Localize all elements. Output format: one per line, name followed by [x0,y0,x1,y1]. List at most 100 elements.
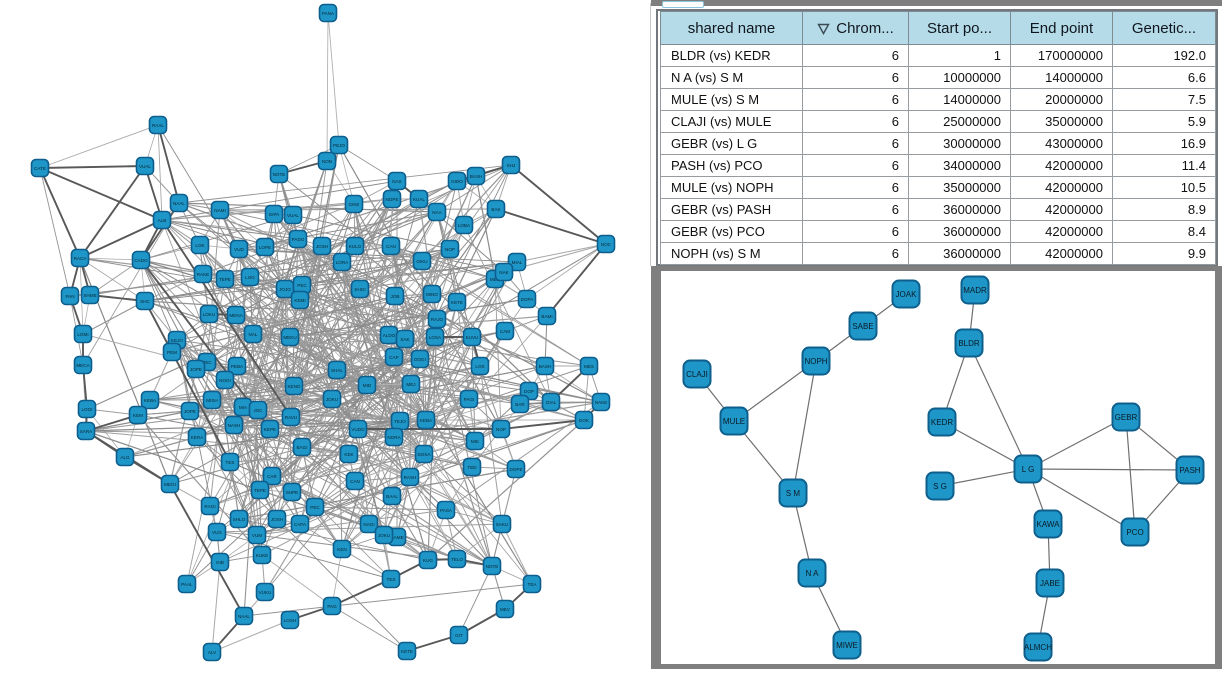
svg-text:BAGI: BAGI [297,445,308,450]
svg-text:GIB: GIB [216,560,224,565]
svg-text:GIKE: GIKE [349,202,360,207]
svg-text:KEPE: KEPE [264,427,276,432]
svg-text:JOB: JOB [391,294,400,299]
svg-text:PEC: PEC [297,283,307,288]
svg-text:PCO: PCO [1126,528,1143,537]
svg-text:ALB: ALB [158,218,167,223]
svg-text:PEJO: PEJO [333,143,345,148]
svg-text:PEC: PEC [202,360,212,365]
svg-text:RAAL: RAAL [152,123,164,128]
svg-text:KENO: KENO [287,384,300,389]
svg-text:N A: N A [806,569,820,578]
svg-text:NOP: NOP [496,427,506,432]
svg-text:S M: S M [786,489,801,498]
svg-text:SHME: SHME [83,293,96,298]
svg-text:PASH: PASH [1179,466,1200,475]
svg-text:GIDO: GIDO [451,179,463,184]
svg-text:TED: TED [467,465,477,470]
svg-text:LOKU: LOKU [203,312,216,317]
svg-text:PADO: PADO [292,237,305,242]
svg-text:MEV: MEV [500,607,511,612]
svg-text:VUD: VUD [234,247,244,252]
svg-text:KEJO: KEJO [171,338,183,343]
svg-text:PANA: PANA [322,11,335,16]
svg-text:PEBA: PEBA [231,364,244,369]
svg-text:SHLO: SHLO [233,517,246,522]
svg-text:GIKU: GIKU [416,259,427,264]
svg-text:PASA: PASA [440,508,453,513]
svg-text:NORA: NORA [387,435,401,440]
svg-text:CATE: CATE [34,166,46,171]
svg-text:BAMI: BAMI [541,314,552,319]
svg-text:RACA: RACA [74,256,88,261]
svg-text:JOSH: JOSH [316,244,328,249]
svg-text:TELO: TELO [451,557,463,562]
svg-text:TEA: TEA [528,582,538,587]
svg-text:JOKU: JOKU [378,533,390,538]
svg-text:PEM: PEM [167,350,177,355]
svg-text:RAJO: RAJO [431,317,444,322]
svg-text:CAP: CAP [389,355,398,360]
svg-text:MENA: MENA [229,313,243,318]
svg-text:NAAL: NAAL [173,201,185,206]
svg-text:ALDO: ALDO [383,333,396,338]
svg-text:MIAL: MIAL [512,260,523,265]
svg-text:NAL: NAL [249,332,258,337]
svg-text:MULE: MULE [723,417,745,426]
svg-text:PAAL: PAAL [181,582,193,587]
svg-text:MEJ: MEJ [406,382,415,387]
svg-text:KAWA: KAWA [1037,520,1061,529]
svg-text:LOS: LOS [475,364,484,369]
svg-text:BAAL: BAAL [386,494,398,499]
svg-text:BASH: BASH [539,364,552,369]
svg-text:JABE: JABE [1040,579,1060,588]
svg-text:MIK: MIK [471,439,480,444]
svg-text:RAVU: RAVU [285,415,297,420]
svg-text:DOSA: DOSA [417,452,431,457]
svg-text:SHAL: SHAL [331,368,343,373]
svg-text:TEJO: TEJO [394,419,406,424]
svg-text:CAR: CAR [267,474,277,479]
svg-text:MADR: MADR [963,286,987,295]
svg-text:KEMI: KEMI [294,298,305,303]
svg-text:PAN: PAN [65,294,74,299]
svg-text:KEDR: KEDR [931,418,953,427]
svg-text:RAGI: RAGI [204,504,215,509]
svg-text:JOSH: JOSH [271,517,283,522]
svg-text:KUG: KUG [423,558,433,563]
svg-text:ALMCH: ALMCH [1024,643,1052,652]
svg-text:PAGI: PAGI [464,397,475,402]
svg-text:NAA: NAA [432,210,442,215]
svg-text:TES: TES [387,577,396,582]
svg-text:NAMI: NAMI [214,208,225,213]
svg-text:NON: NON [322,159,332,164]
svg-text:DOGI: DOGI [414,357,426,362]
svg-text:KEBA: KEBA [144,398,157,403]
svg-text:BAK: BAK [491,207,501,212]
svg-text:TEPE: TEPE [254,488,266,493]
svg-text:SARA: SARA [80,429,93,434]
svg-text:NOTE: NOTE [273,172,286,177]
svg-text:KUKE: KUKE [256,553,269,558]
svg-text:GIT: GIT [455,633,463,638]
svg-text:KEK: KEK [344,452,354,457]
svg-text:DOPA: DOPA [521,297,535,302]
svg-text:VUG: VUG [212,530,222,535]
svg-text:JOC: JOC [253,408,263,413]
svg-text:S G: S G [933,482,947,491]
svg-text:NOGI: NOGI [219,378,231,383]
svg-text:NAGI: NAGI [363,522,374,527]
svg-text:JOPE: JOPE [184,409,196,414]
svg-text:NOPE: NOPE [385,197,398,202]
svg-text:NAKE: NAKE [595,400,608,405]
svg-text:KEN: KEN [337,547,346,552]
svg-text:CAN: CAN [386,244,396,249]
svg-text:LOMI: LOMI [77,332,88,337]
svg-text:NOPH: NOPH [804,357,827,366]
svg-text:KEBA: KEBA [420,418,433,423]
svg-text:SABE: SABE [852,322,873,331]
svg-text:JOJO: JOJO [279,287,291,292]
svg-text:VUDO: VUDO [351,427,365,432]
svg-text:CADO: CADO [134,258,148,263]
svg-text:CAME: CAME [390,535,403,540]
